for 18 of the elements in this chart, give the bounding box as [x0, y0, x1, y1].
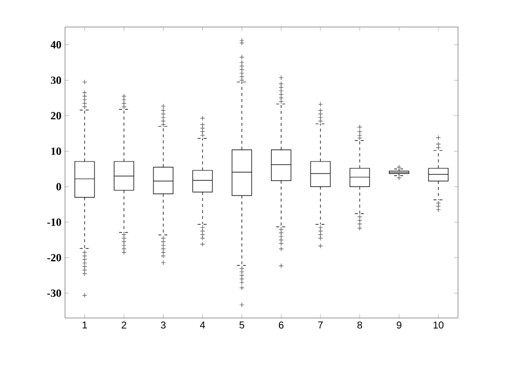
x-tick-label: 4: [200, 322, 206, 328]
x-tick-label: 8: [357, 322, 362, 329]
x-tick-label: 6: [278, 322, 284, 329]
x-tick-label: 10: [434, 322, 444, 329]
x-tick-label: 9: [396, 322, 402, 329]
x-tick-label: 2: [122, 322, 126, 328]
x-tick-label: 5: [239, 322, 244, 328]
y-tick-label: 20: [50, 112, 62, 120]
y-tick-label: -10: [47, 218, 62, 226]
y-tick-label: -30: [47, 289, 62, 297]
y-tick-label: -20: [47, 254, 62, 262]
x-tick-label: 3: [160, 322, 166, 329]
x-tick-label: 1: [82, 322, 87, 328]
x-tick-label: 7: [318, 322, 323, 328]
y-tick-label: 30: [50, 76, 62, 84]
y-tick-label: 10: [51, 148, 62, 155]
y-tick-label: 0: [56, 183, 62, 190]
y-tick-label: 40: [50, 41, 62, 48]
